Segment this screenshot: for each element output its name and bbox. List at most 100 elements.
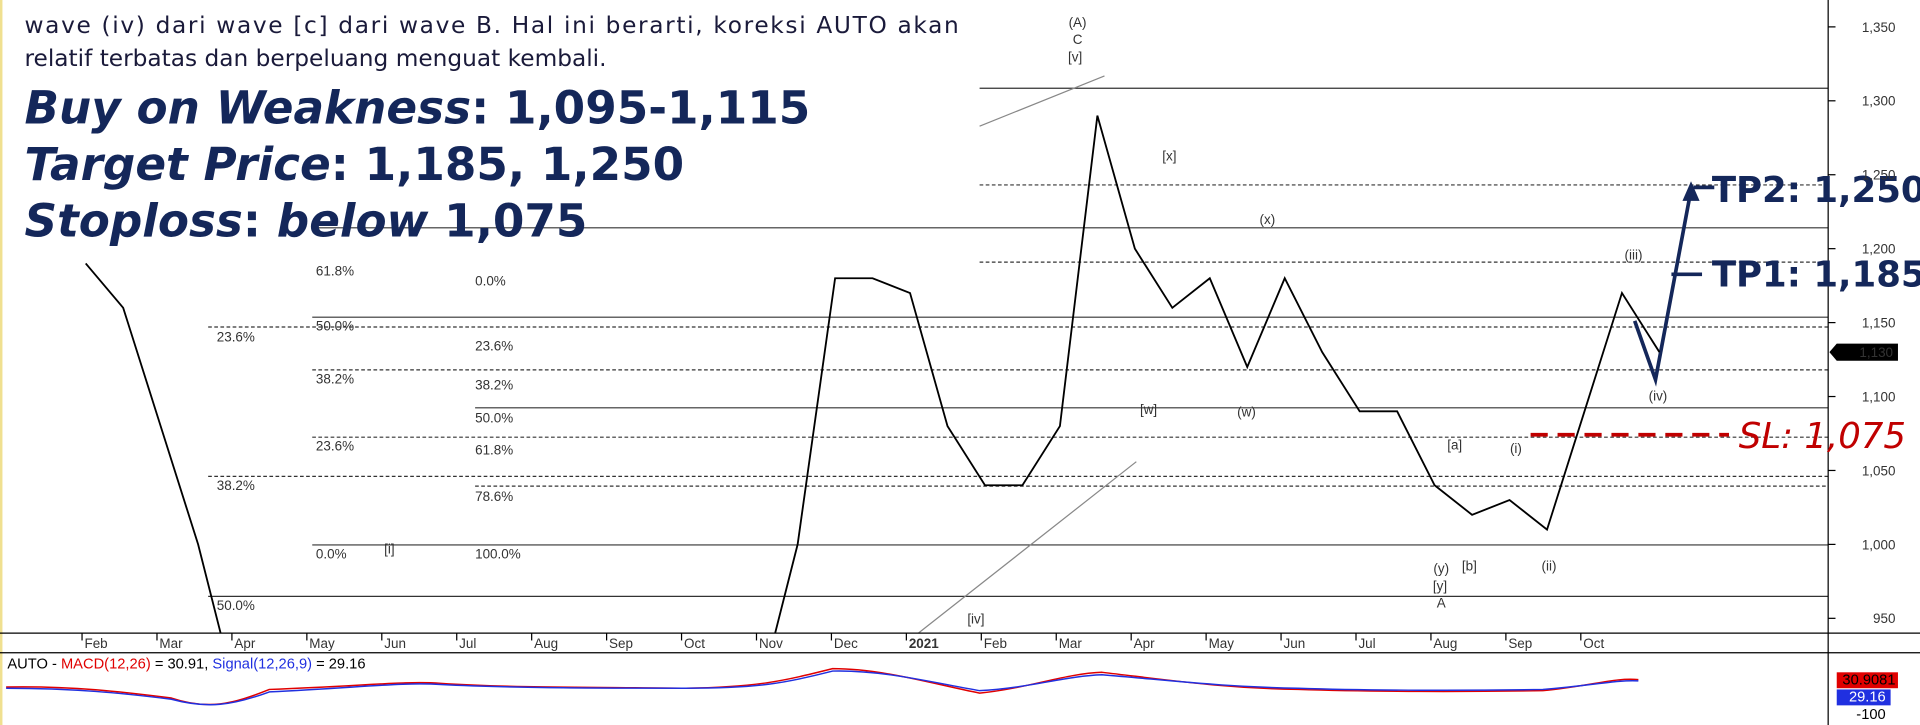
fib-label: 0.0% <box>316 546 347 561</box>
price-tag <box>1829 343 1898 361</box>
x-tick-label: Mar <box>159 636 183 651</box>
fib-label: 23.6% <box>316 439 354 454</box>
price-panel <box>85 115 1661 634</box>
value: : 1,185, 1,250 <box>331 138 684 191</box>
x-tick-label: May <box>1209 636 1235 651</box>
x-tick-label: May <box>309 636 335 651</box>
tp2-label: TP2: 1,250 <box>1712 170 1920 211</box>
x-tick-label: Sep <box>1508 636 1532 651</box>
wave-label: C <box>1073 32 1083 47</box>
x-tick-label: Oct <box>1583 636 1604 651</box>
fib-label: 100.0% <box>475 546 521 561</box>
value: 1,075 <box>428 194 587 247</box>
wave-label: [y] <box>1433 578 1447 593</box>
macd-name: MACD(12,26) <box>61 657 151 673</box>
y-tick-label: 1,050 <box>1862 463 1896 478</box>
x-tick-label: Sep <box>609 636 633 651</box>
wave-label: [i] <box>384 542 394 557</box>
x-tick-label: Jun <box>384 636 406 651</box>
wave-label: (iv) <box>1649 388 1668 403</box>
macd-legend: AUTO - MACD(12,26) = 30.91, Signal(12,26… <box>7 657 365 673</box>
wave-label: [iv] <box>967 611 984 626</box>
x-tick-label: Nov <box>759 636 783 651</box>
fib-label: 78.6% <box>475 489 513 504</box>
wave-label: (x) <box>1260 212 1276 227</box>
wave-label: (ii) <box>1542 559 1557 574</box>
paragraph-line: relatif terbatas dan berpeluang menguat … <box>24 45 606 72</box>
wave-label: [x] <box>1162 148 1176 163</box>
signal-value: = 29.16 <box>312 657 366 673</box>
macd-tag-label: 30.9081 <box>1842 673 1895 689</box>
fib-label: 50.0% <box>316 319 354 334</box>
macd-lines <box>6 667 1639 706</box>
x-tick-label: Jul <box>1358 636 1375 651</box>
y-tick-label: 1,100 <box>1862 389 1896 404</box>
wave-label: [v] <box>1068 49 1082 64</box>
wave-label: (iii) <box>1625 248 1643 263</box>
trade-plan: TP2: 1,250 TP1: 1,185 SL: 1,075 <box>1530 170 1920 457</box>
price-tag-label: 1,130 <box>1859 345 1893 360</box>
fib-label: 50.0% <box>475 410 513 425</box>
y-tick-label: 1,150 <box>1862 315 1896 330</box>
wave-label: [a] <box>1447 437 1462 452</box>
fib-label: 0.0% <box>475 273 506 288</box>
buy-line: Buy on Weakness: 1,095-1,115 <box>24 82 810 135</box>
x-tick-label: Mar <box>1059 636 1083 651</box>
label: Stoploss <box>24 194 242 247</box>
fib-label: 38.2% <box>475 377 513 392</box>
word: below <box>277 194 429 247</box>
wave-label: [b] <box>1462 559 1477 574</box>
label: Buy on Weakness <box>24 82 471 135</box>
x-tick-label: Aug <box>534 636 558 651</box>
macd-tag <box>1836 672 1898 689</box>
fib-label: 61.8% <box>475 442 513 457</box>
stop-line: Stoploss: below 1,075 <box>24 194 587 247</box>
y-tick-label: 950 <box>1873 611 1895 626</box>
fib-label: 50.0% <box>217 598 255 613</box>
wave-label: (i) <box>1510 441 1522 456</box>
target-line: Target Price: 1,185, 1,250 <box>24 138 684 191</box>
x-tick-label: Oct <box>684 636 705 651</box>
tp1-label: TP1: 1,185 <box>1712 255 1920 296</box>
signal-tag-label: 29.16 <box>1849 690 1886 706</box>
fib-label: 61.8% <box>316 264 354 279</box>
arrow-head <box>1682 181 1700 201</box>
fib-label: 23.6% <box>475 338 513 353</box>
wave-label: (y) <box>1433 561 1449 576</box>
y-tick-label: 1,000 <box>1862 537 1896 552</box>
prefix: AUTO - <box>7 657 61 673</box>
macd-axis-label: -100 <box>1856 707 1885 723</box>
wave-label: [w] <box>1140 402 1157 417</box>
x-tick-label: Apr <box>234 636 255 651</box>
x-tick-label: Feb <box>84 636 107 651</box>
signal-name: Signal(12,26,9) <box>212 657 312 673</box>
value: : 1,095-1,115 <box>471 82 810 135</box>
x-tick-label: Dec <box>834 636 858 651</box>
fib-label: 38.2% <box>217 478 255 493</box>
top-text: wave (iv) dari wave [c] dari wave B. Hal… <box>24 12 958 247</box>
y-tick-label: 1,200 <box>1862 242 1896 257</box>
y-tick-label: 1,250 <box>1862 168 1896 183</box>
sl-label: SL: 1,075 <box>1739 416 1906 457</box>
x-tick-label: Apr <box>1134 636 1155 651</box>
price-line <box>85 115 1661 634</box>
fib-label: 38.2% <box>316 371 354 386</box>
signal-tag <box>1836 689 1891 706</box>
wave-label: (A) <box>1069 15 1087 30</box>
x-tick-label: Jul <box>459 636 476 651</box>
x-tick-label: Aug <box>1433 636 1457 651</box>
sep: : <box>243 194 277 247</box>
y-tick-label: 1,300 <box>1862 94 1896 109</box>
x-tick-label: 2021 <box>909 636 939 651</box>
y-tick-label: 1,350 <box>1862 20 1896 35</box>
x-tick-label: Feb <box>984 636 1007 651</box>
label: Target Price <box>24 138 330 191</box>
wave-label: A <box>1437 595 1446 610</box>
paragraph-line: wave (iv) dari wave [c] dari wave B. Hal… <box>24 12 958 39</box>
path-arrow <box>1632 189 1693 387</box>
fib-label: 23.6% <box>217 330 255 345</box>
x-tick-label: Jun <box>1284 636 1306 651</box>
wave-label: (w) <box>1237 404 1256 419</box>
macd-value: = 30.91, <box>151 657 213 673</box>
